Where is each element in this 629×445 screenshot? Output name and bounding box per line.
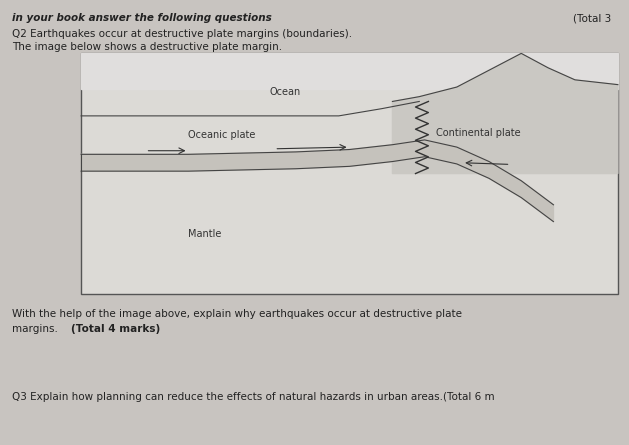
Bar — [81, 53, 618, 294]
Text: Mantle: Mantle — [188, 229, 221, 239]
Text: The image below shows a destructive plate margin.: The image below shows a destructive plat… — [13, 42, 282, 52]
Text: Ocean: Ocean — [269, 87, 301, 97]
Text: Oceanic plate: Oceanic plate — [189, 130, 256, 140]
Text: (Total 4 marks): (Total 4 marks) — [71, 324, 160, 334]
Text: Q2 Earthquakes occur at destructive plate margins (boundaries).: Q2 Earthquakes occur at destructive plat… — [13, 29, 353, 39]
Polygon shape — [392, 53, 618, 174]
Polygon shape — [81, 53, 618, 89]
Text: With the help of the image above, explain why earthquakes occur at destructive p: With the help of the image above, explai… — [13, 309, 462, 319]
Text: margins.: margins. — [13, 324, 62, 334]
Polygon shape — [81, 140, 554, 222]
Text: Q3 Explain how planning can reduce the effects of natural hazards in urban areas: Q3 Explain how planning can reduce the e… — [13, 392, 495, 401]
Text: Continental plate: Continental plate — [436, 128, 521, 138]
Text: (Total 3: (Total 3 — [574, 13, 611, 23]
Text: in your book answer the following questions: in your book answer the following questi… — [13, 13, 272, 23]
